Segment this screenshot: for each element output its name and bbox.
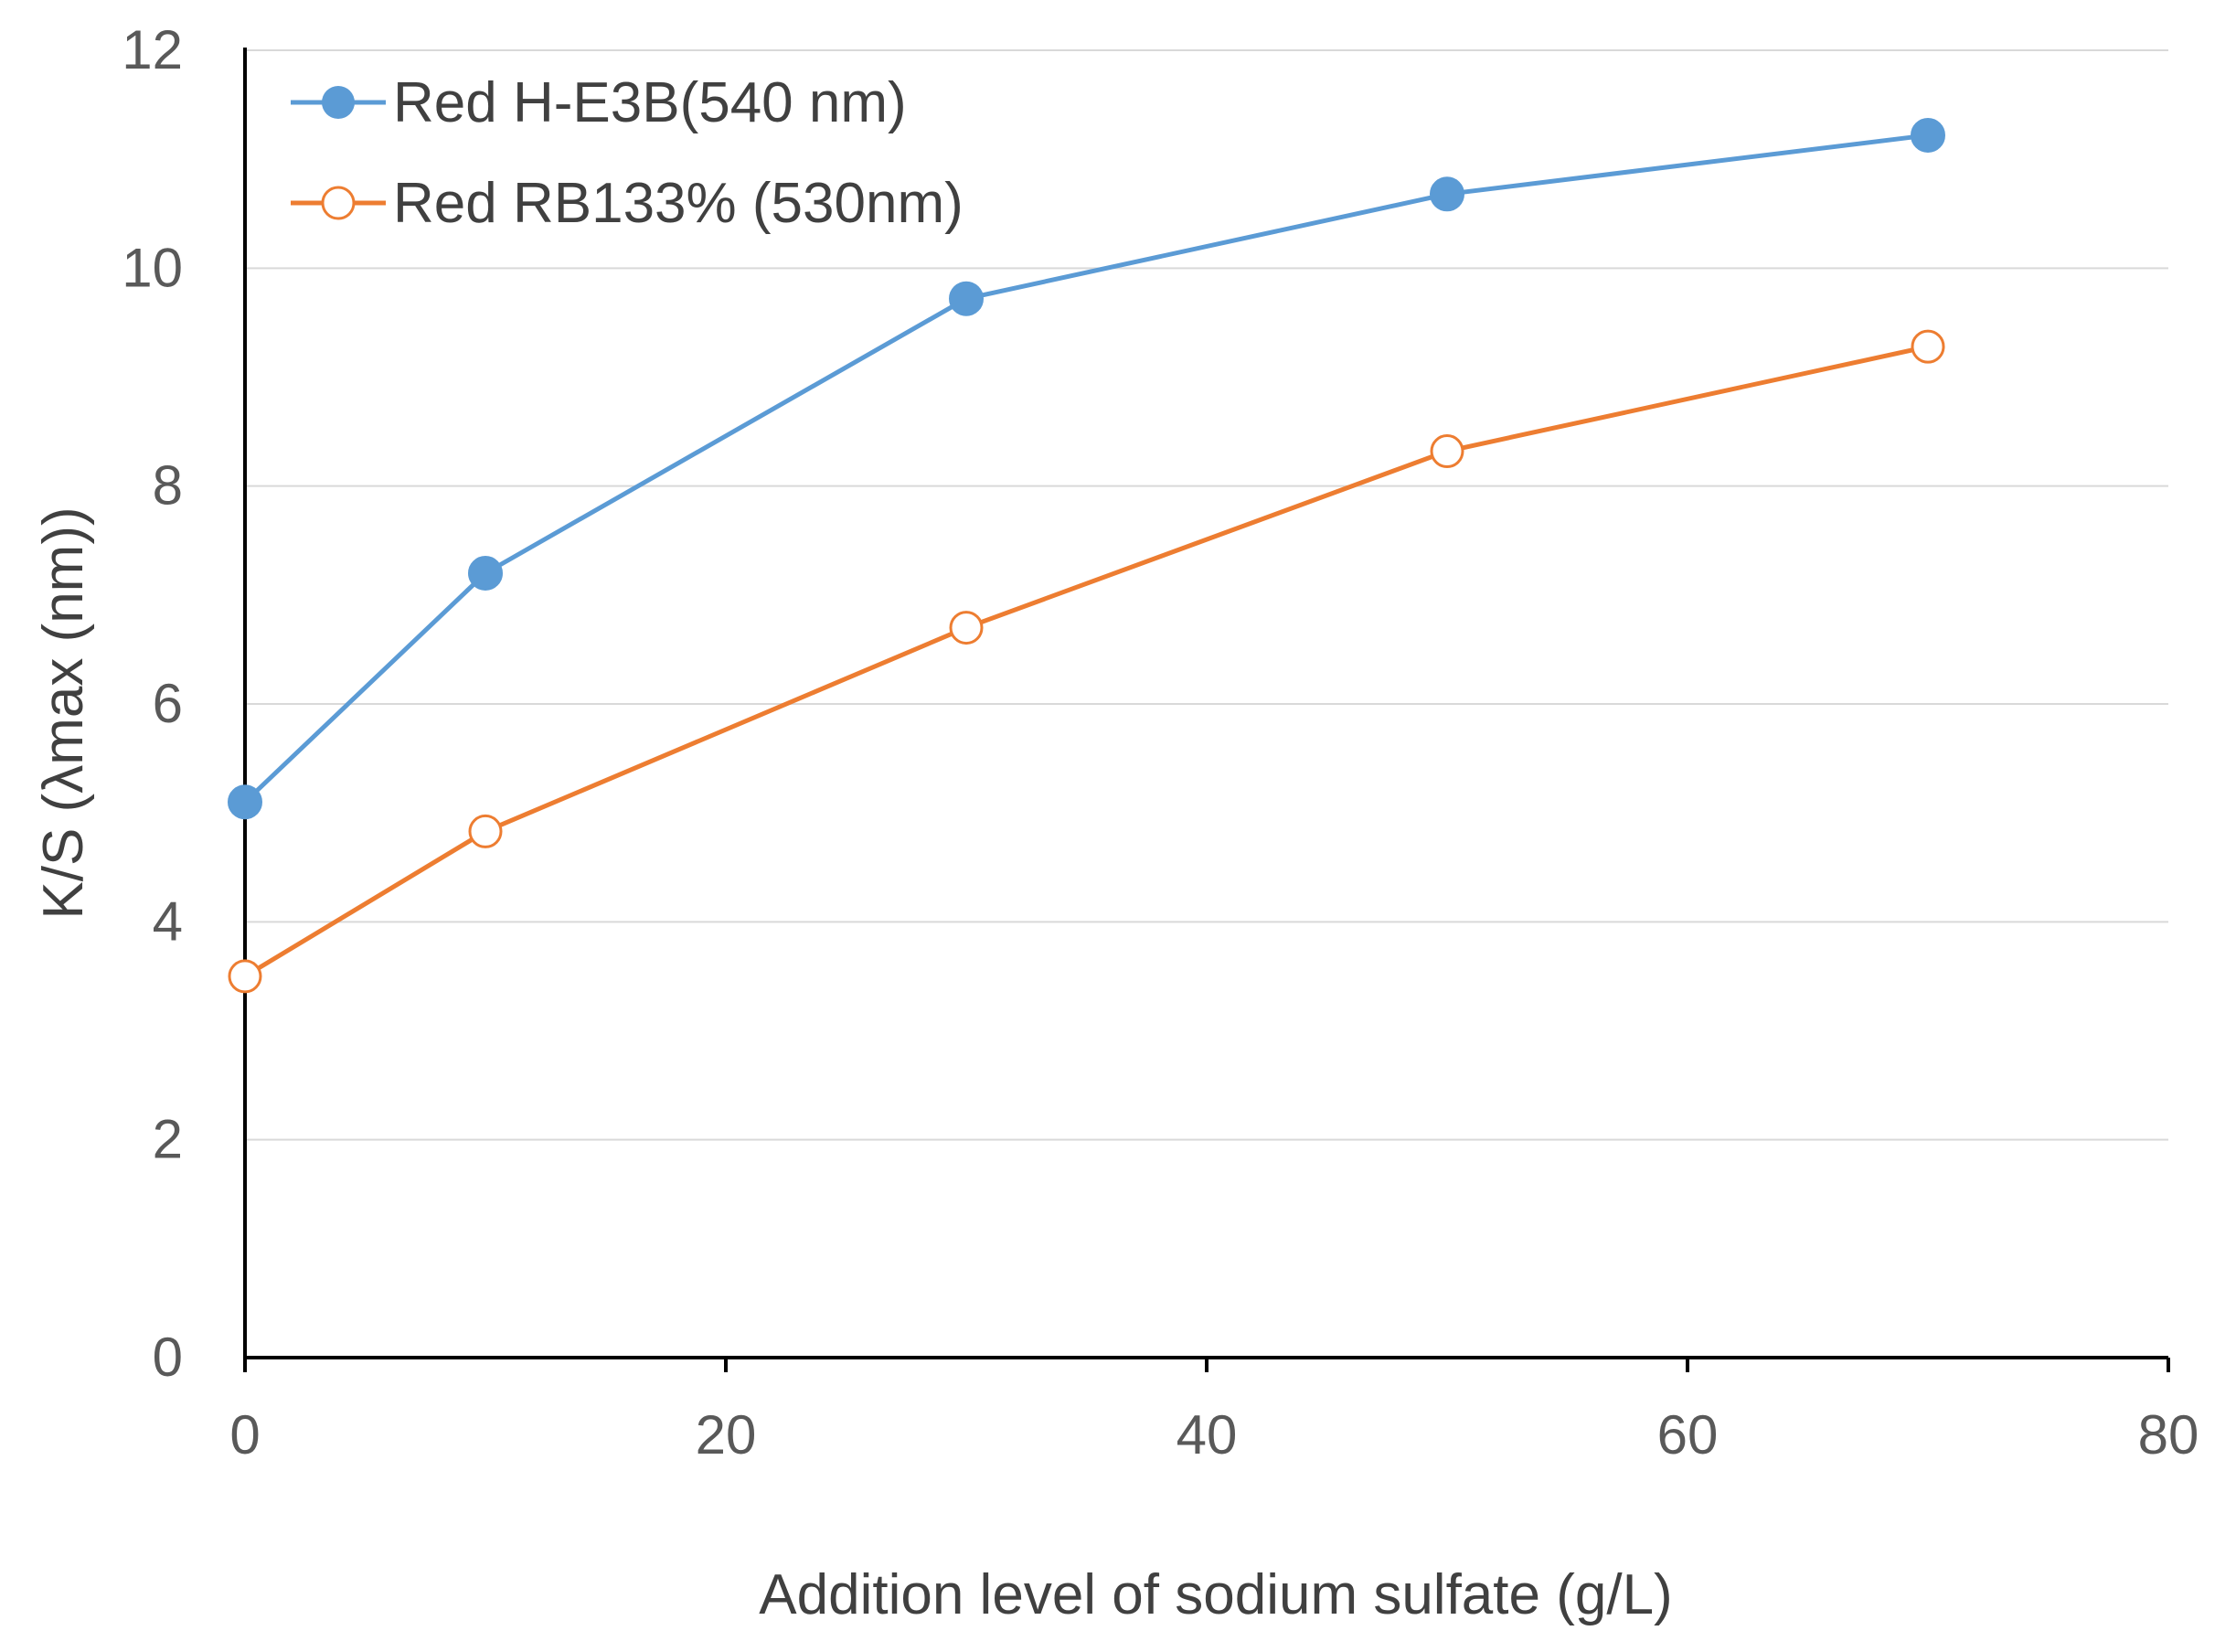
legend-item-1: Red H-E3B(540 nm): [291, 71, 907, 134]
series-1-point-70: [1911, 117, 1945, 153]
series-2-line: [243, 344, 1929, 979]
series-1-point-30: [949, 281, 984, 316]
x-tick-label-40: 40: [1177, 1404, 1238, 1465]
series-1-point-10: [468, 556, 503, 591]
y-tick-label-4: 4: [153, 890, 183, 952]
y-tick-label-0: 0: [153, 1327, 183, 1388]
series-1-line: [243, 133, 1929, 805]
y-tick-label-6: 6: [153, 673, 183, 734]
gridlines: [245, 49, 2168, 1141]
x-tick-label-0: 0: [229, 1404, 260, 1465]
legend-label-2: Red RB133% (530nm): [393, 172, 964, 235]
y-tick-label-2: 2: [153, 1109, 183, 1170]
series-2-point-10: [468, 814, 503, 848]
series-2-point-0: [228, 959, 262, 994]
y-axis-title: K/S (λmax (nm)): [32, 506, 95, 919]
series-2: [228, 329, 1945, 994]
series-2-point-50: [1430, 434, 1464, 469]
series-1: [228, 117, 1945, 820]
y-tick-label-8: 8: [153, 455, 183, 517]
series-1-point-0: [228, 784, 262, 820]
x-axis-title: Addition level of sodium sulfate (g/L): [759, 1563, 1672, 1626]
series-2-point-30: [949, 611, 984, 645]
series-layer: [228, 117, 1945, 994]
x-tick-label-60: 60: [1657, 1404, 1719, 1465]
axes: [243, 48, 2170, 1372]
legend: Red H-E3B(540 nm) Red RB133% (530nm): [291, 71, 964, 235]
legend-item-2: Red RB133% (530nm): [291, 172, 964, 235]
series-2-point-70: [1911, 329, 1945, 364]
legend-marker-2: [321, 186, 356, 220]
legend-label-1: Red H-E3B(540 nm): [393, 71, 907, 134]
legend-marker-1: [322, 86, 355, 119]
series-1-point-50: [1430, 176, 1464, 212]
tick-labels: 0 20 40 60 80 0 2 4 6 8 10 12: [122, 19, 2199, 1465]
y-tick-label-12: 12: [122, 19, 183, 80]
x-tick-label-80: 80: [2138, 1404, 2199, 1465]
y-tick-label-10: 10: [122, 237, 183, 298]
x-tick-label-20: 20: [696, 1404, 757, 1465]
